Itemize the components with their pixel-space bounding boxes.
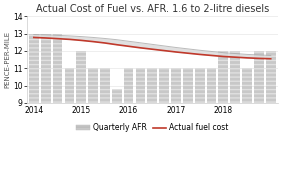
Bar xyxy=(41,34,50,103)
Bar xyxy=(242,68,252,103)
Y-axis label: PENCE-PER-MILE: PENCE-PER-MILE xyxy=(4,31,10,88)
Bar xyxy=(100,68,110,103)
Bar xyxy=(159,68,169,103)
Bar xyxy=(29,34,39,103)
Bar xyxy=(76,51,86,103)
Bar xyxy=(254,51,264,103)
Bar xyxy=(183,68,193,103)
Bar xyxy=(53,34,62,103)
Bar xyxy=(124,68,133,103)
Bar xyxy=(195,68,204,103)
Bar xyxy=(65,68,74,103)
Bar xyxy=(88,68,98,103)
Bar xyxy=(112,89,122,103)
Bar xyxy=(219,51,228,103)
Bar xyxy=(266,51,276,103)
Title: Actual Cost of Fuel vs. AFR. 1.6 to 2-litre diesels: Actual Cost of Fuel vs. AFR. 1.6 to 2-li… xyxy=(36,4,269,14)
Bar xyxy=(136,68,145,103)
Bar xyxy=(230,51,240,103)
Bar xyxy=(147,68,157,103)
Bar xyxy=(171,68,181,103)
Legend: Quarterly AFR, Actual fuel cost: Quarterly AFR, Actual fuel cost xyxy=(73,120,232,135)
Bar xyxy=(207,68,216,103)
